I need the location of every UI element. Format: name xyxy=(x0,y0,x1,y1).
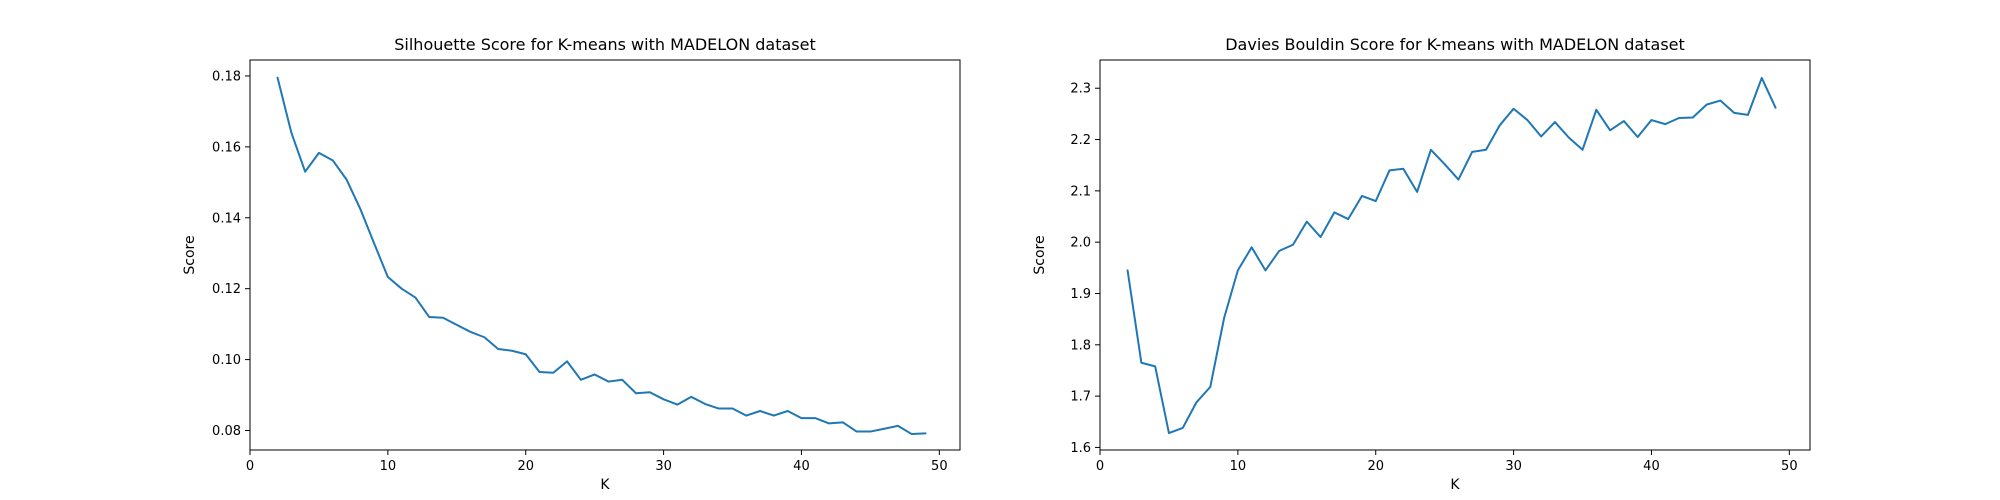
y-tick-label: 1.8 xyxy=(1070,338,1091,353)
x-tick-label: 30 xyxy=(1505,459,1522,474)
davies-bouldin-chart: 0 10 20 30 40 50 1.6 1.7 1.8 1.9 2.0 2.1 2.2 2.3 Davie… xyxy=(1032,35,1811,493)
silhouette-chart: 0 10 20 30 40 50 0.08 0.10 0.12 0.14 0.16 0.18 Silho… xyxy=(182,35,961,493)
y-tick-label: 1.9 xyxy=(1070,287,1091,302)
y-axis-label: Score xyxy=(1032,235,1048,274)
x-axis-label: K xyxy=(1450,477,1460,493)
x-tick-label: 20 xyxy=(517,459,534,474)
plot-area xyxy=(249,59,961,451)
chart-title: Davies Bouldin Score for K-means with MA… xyxy=(1225,35,1685,54)
y-tick-label: 0.12 xyxy=(212,282,241,297)
y-tick-label: 0.10 xyxy=(212,353,241,368)
series-line xyxy=(1126,76,1777,435)
y-tick-label: 1.6 xyxy=(1070,441,1091,456)
y-tick-label: 2.0 xyxy=(1070,236,1091,251)
y-axis-label: Score xyxy=(182,235,198,274)
x-tick-label: 10 xyxy=(380,459,397,474)
y-tick-label: 2.2 xyxy=(1070,133,1091,148)
x-tick-label: 50 xyxy=(1781,459,1798,474)
x-tick-label: 40 xyxy=(1643,459,1660,474)
x-tick-label: 10 xyxy=(1230,459,1247,474)
series-line xyxy=(276,76,927,436)
y-tick-label: 1.7 xyxy=(1070,390,1091,405)
y-tick-label: 2.3 xyxy=(1070,82,1091,97)
x-tick-label: 20 xyxy=(1367,459,1384,474)
x-tick-label: 50 xyxy=(931,459,948,474)
x-tick-label: 40 xyxy=(793,459,810,474)
y-tick-label: 0.08 xyxy=(212,424,241,439)
x-tick-label: 0 xyxy=(246,459,254,474)
y-tick-label: 0.18 xyxy=(212,69,241,84)
plot-area xyxy=(1099,59,1811,451)
y-tick-label: 0.14 xyxy=(212,211,241,226)
chart-title: Silhouette Score for K-means with MADELO… xyxy=(394,35,816,54)
x-tick-label: 30 xyxy=(655,459,672,474)
x-tick-label: 0 xyxy=(1096,459,1104,474)
y-tick-label: 2.1 xyxy=(1070,184,1091,199)
x-axis-label: K xyxy=(600,477,610,493)
y-tick-label: 0.16 xyxy=(212,140,241,155)
